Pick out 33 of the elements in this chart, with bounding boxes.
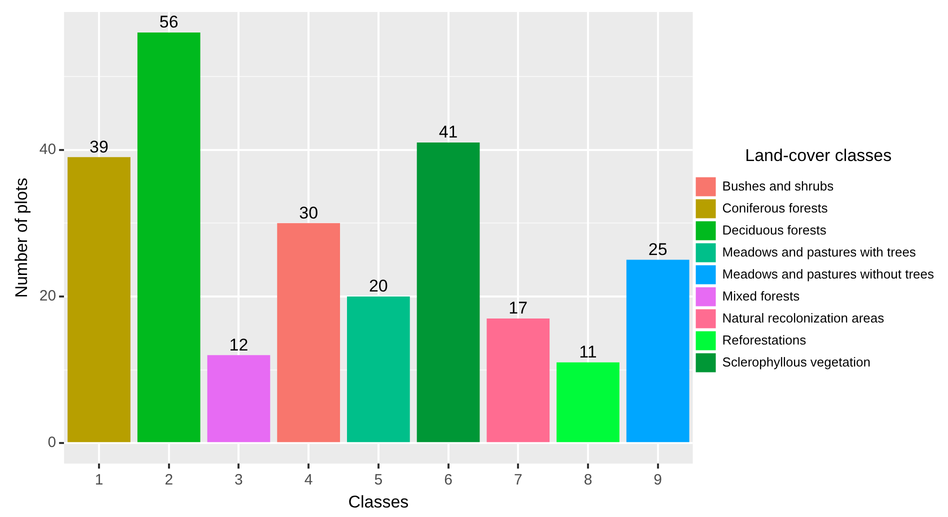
data-label: 41 (438, 122, 458, 142)
legend-label: Reforestations (722, 332, 807, 348)
data-label: 56 (159, 12, 178, 32)
y-axis-title: Number of plots (12, 178, 31, 298)
data-label: 20 (368, 276, 388, 296)
legend-label: Coniferous forests (722, 200, 828, 216)
legend-label: Meadows and pastures with trees (722, 244, 916, 260)
legend-label: Deciduous forests (722, 222, 827, 238)
x-tick-label: 5 (374, 472, 383, 489)
legend-label: Sclerophyllous vegetation (722, 354, 870, 370)
x-tick-label: 8 (584, 472, 592, 489)
x-axis-title: Classes (348, 492, 409, 512)
y-tick-label: 20 (39, 288, 56, 305)
x-tick-label: 4 (304, 472, 313, 489)
legend-label: Bushes and shrubs (722, 178, 834, 194)
data-label: 39 (90, 137, 108, 156)
data-label: 17 (508, 298, 528, 318)
legend-label: Mixed forests (722, 288, 800, 304)
data-label: 12 (229, 335, 248, 354)
x-tick-label: 1 (94, 472, 104, 489)
legend-title: Land-cover classes (745, 146, 892, 165)
legend-label: Meadows and pastures without trees (722, 266, 934, 282)
y-tick-label: 0 (48, 434, 56, 452)
data-label: 11 (579, 342, 597, 362)
x-tick-label: 7 (514, 472, 522, 489)
data-label: 30 (299, 203, 318, 222)
x-tick-label: 9 (654, 472, 662, 489)
x-tick-label: 2 (164, 472, 174, 489)
legend-label: Natural recolonization areas (722, 310, 885, 326)
x-tick-label: 6 (444, 472, 452, 489)
x-tick-label: 3 (234, 472, 243, 489)
y-tick-label: 40 (39, 140, 56, 158)
data-label: 25 (648, 240, 668, 259)
